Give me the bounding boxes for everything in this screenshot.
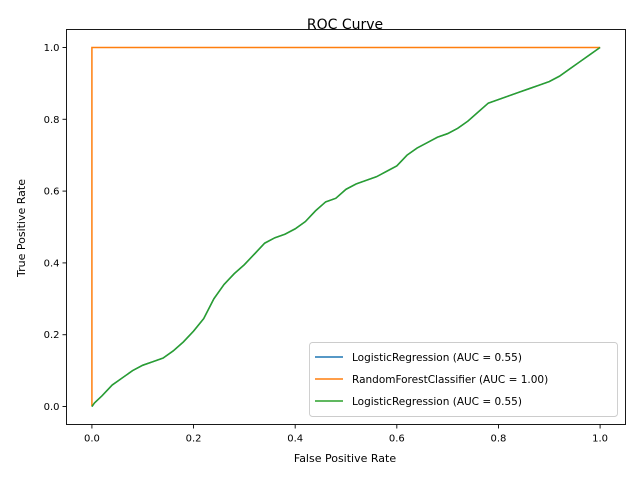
y-tick-label: 1.0: [44, 43, 60, 54]
x-tick-label: 1.0: [592, 434, 608, 445]
y-tick-label: 0.6: [44, 187, 60, 198]
y-axis-ticks: 0.0 0.2 0.4 0.6 0.8 1.0: [44, 43, 67, 413]
y-tick-label: 0.0: [44, 402, 60, 413]
x-axis-label: False Positive Rate: [294, 452, 396, 465]
x-tick-label: 0.2: [186, 434, 202, 445]
legend: LogisticRegression (AUC = 0.55) RandomFor…: [309, 342, 618, 417]
y-axis-label: True Positive Rate: [15, 179, 28, 278]
x-tick-label: 0.4: [287, 434, 303, 445]
y-tick-label: 0.8: [44, 115, 60, 126]
series-line-2: [91, 46, 601, 407]
plot-area: [66, 29, 626, 425]
legend-box: [309, 342, 618, 417]
x-tick-label: 0.0: [84, 434, 100, 445]
series-line-1: [91, 46, 601, 407]
legend-entry-2: LogisticRegression (AUC = 0.55): [352, 396, 522, 408]
plot-frame: [66, 29, 626, 425]
x-tick-label: 0.6: [389, 434, 405, 445]
x-tick-label: 0.8: [491, 434, 507, 445]
y-tick-label: 0.2: [44, 330, 60, 341]
legend-entry-1: RandomForestClassifier (AUC = 1.00): [352, 374, 548, 386]
x-axis-ticks: 0.0 0.2 0.4 0.6 0.8 1.0: [84, 424, 608, 445]
legend-entry-0: LogisticRegression (AUC = 0.55): [352, 352, 522, 364]
chart-title: ROC Curve: [307, 17, 383, 33]
y-tick-label: 0.4: [44, 258, 60, 269]
series-lines: [91, 46, 601, 407]
